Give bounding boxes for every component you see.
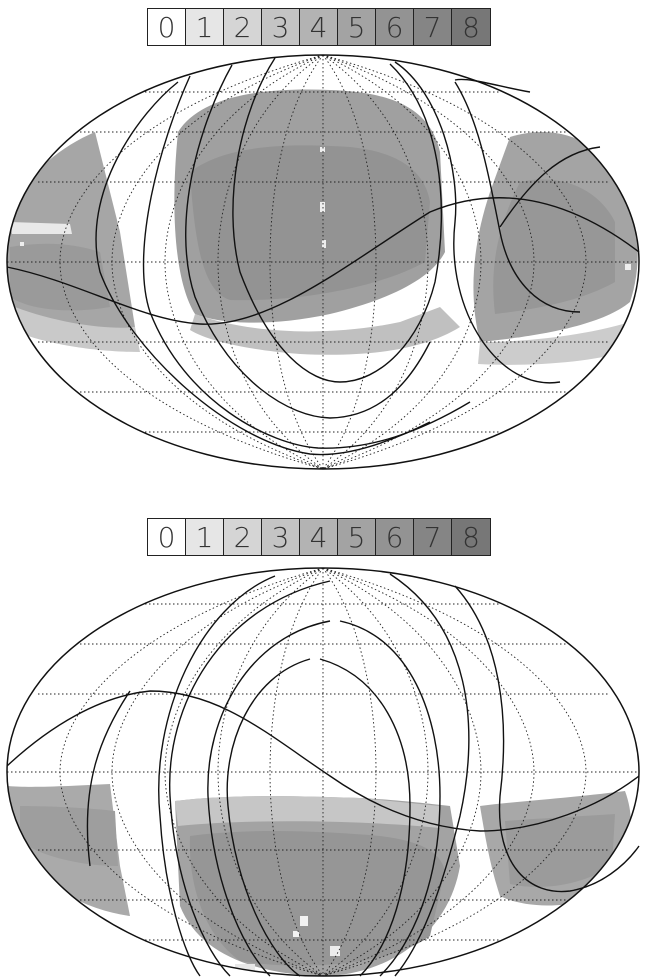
legend-cell-7: 7 xyxy=(414,519,452,555)
map-outline-bottom xyxy=(6,567,640,977)
legend-cell-1: 1 xyxy=(186,9,224,45)
colorbar-legend-top: 0 1 2 3 4 5 6 7 8 xyxy=(147,8,491,46)
legend-cell-4: 4 xyxy=(300,9,338,45)
legend-cell-6: 6 xyxy=(376,9,414,45)
legend-cell-7: 7 xyxy=(414,9,452,45)
legend-cell-2: 2 xyxy=(224,519,262,555)
legend-cell-0: 0 xyxy=(148,9,186,45)
sky-map-panel-bottom: 0 1 2 3 4 5 6 7 8 xyxy=(0,510,646,979)
sky-map-panel-top: 0 1 2 3 4 5 6 7 8 xyxy=(0,0,646,480)
coverage-layer-bottom xyxy=(8,784,632,976)
graticule-bottom xyxy=(7,567,639,977)
legend-cell-3: 3 xyxy=(262,9,300,45)
legend-cell-5: 5 xyxy=(338,519,376,555)
legend-cell-0: 0 xyxy=(148,519,186,555)
mollweide-map-bottom xyxy=(6,567,640,977)
map-outline-top xyxy=(6,54,640,470)
legend-cell-2: 2 xyxy=(224,9,262,45)
solid-curves-bottom xyxy=(6,573,640,977)
legend-cell-5: 5 xyxy=(338,9,376,45)
colorbar-legend-bottom: 0 1 2 3 4 5 6 7 8 xyxy=(147,518,491,556)
solid-curves-top xyxy=(6,57,640,456)
legend-cell-6: 6 xyxy=(376,519,414,555)
legend-cell-3: 3 xyxy=(262,519,300,555)
legend-cell-4: 4 xyxy=(300,519,338,555)
legend-cell-1: 1 xyxy=(186,519,224,555)
mollweide-map-top xyxy=(6,54,640,470)
legend-cell-8: 8 xyxy=(452,519,490,555)
coverage-layer-top xyxy=(7,89,638,365)
legend-cell-8: 8 xyxy=(452,9,490,45)
